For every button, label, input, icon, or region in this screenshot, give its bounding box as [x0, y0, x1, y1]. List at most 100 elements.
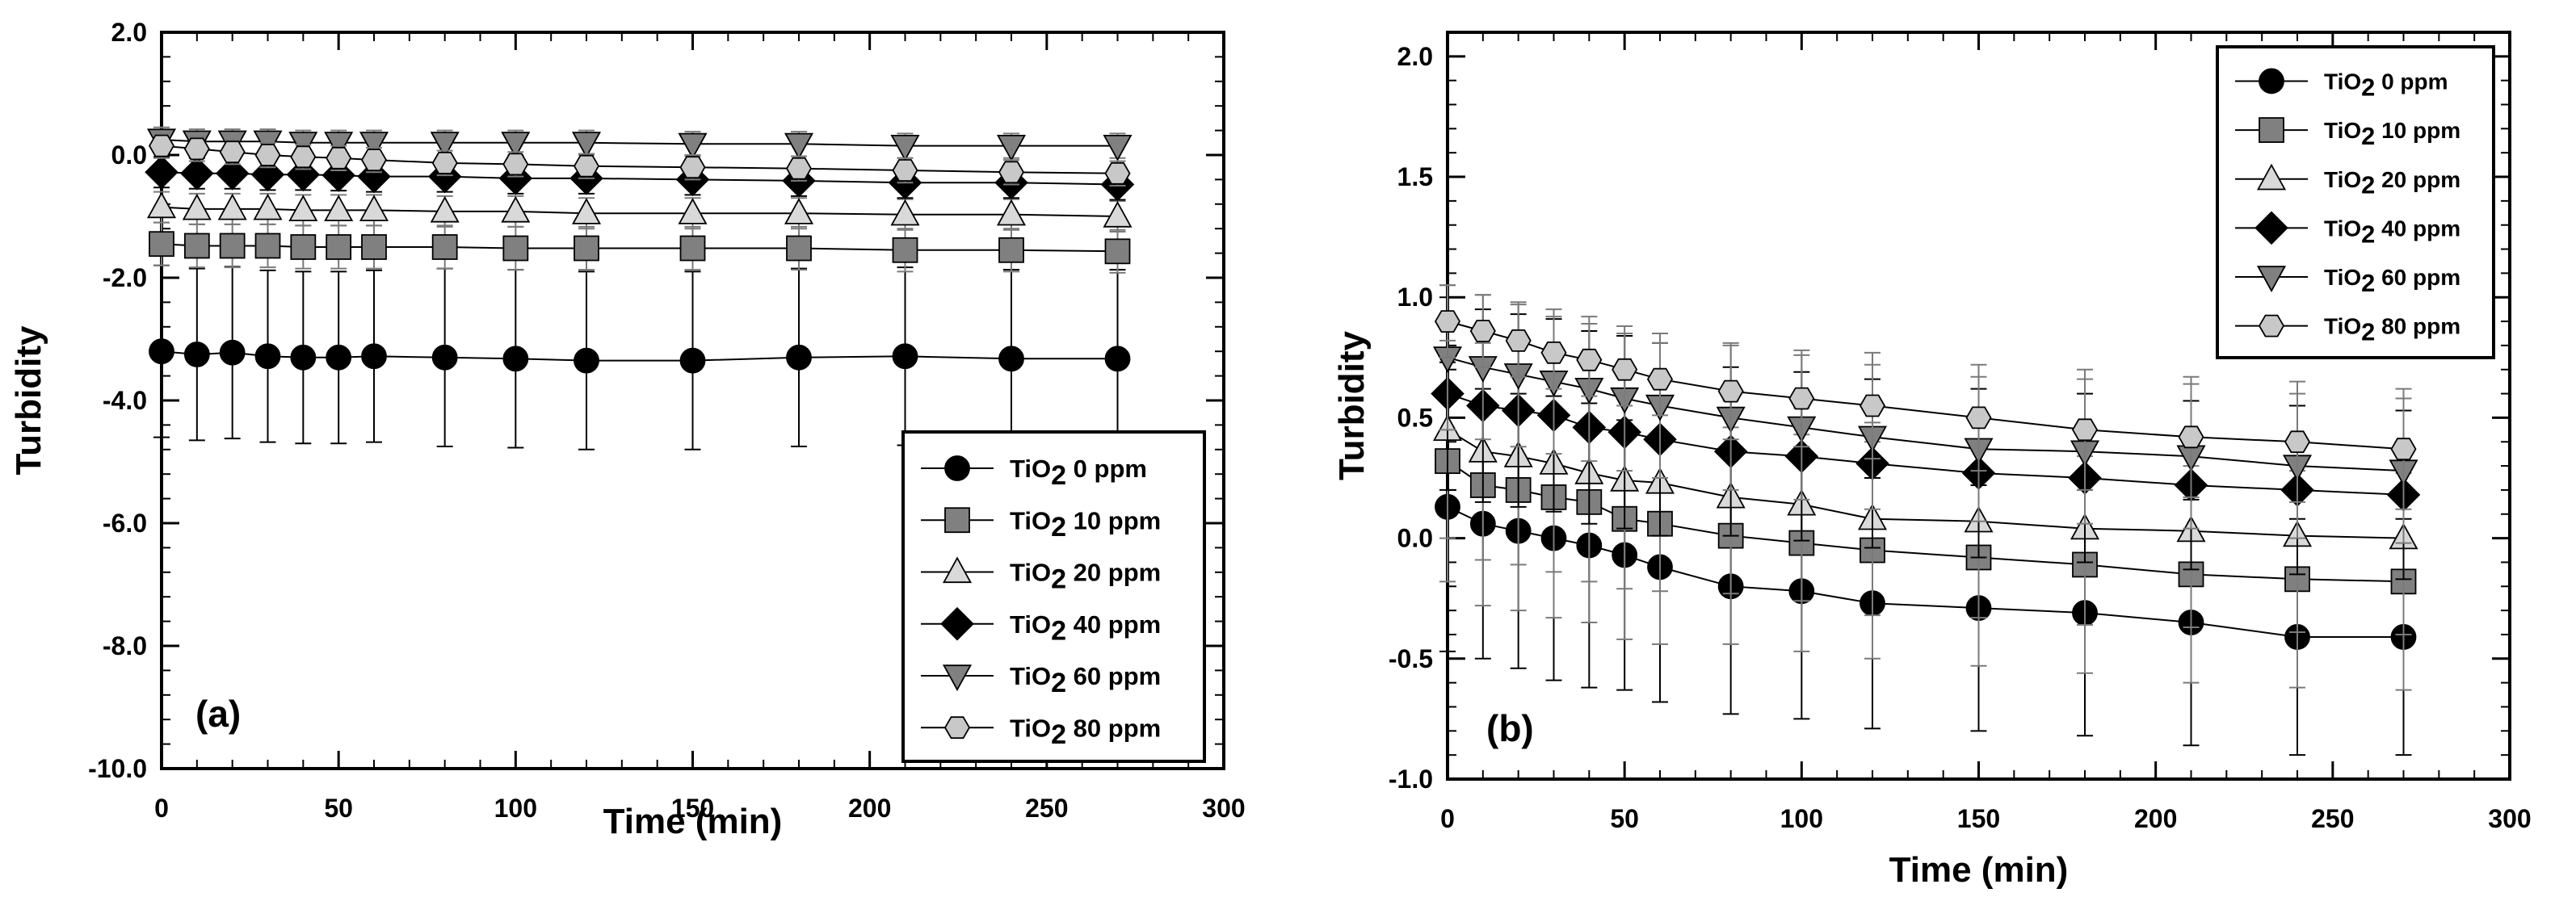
y-tick-label: -0.5	[1389, 644, 1433, 673]
legend-label: TiO2 20 ppm	[2324, 167, 2460, 199]
legend-label: TiO2 40 ppm	[1010, 610, 1161, 647]
data-point	[785, 157, 813, 180]
legend-label: TiO2 40 ppm	[2324, 216, 2460, 248]
data-point	[573, 154, 600, 178]
data-point	[678, 132, 708, 160]
legend-label-main: TiO	[2324, 167, 2361, 192]
legend-label-main: TiO	[2324, 69, 2361, 94]
x-tick-label: 50	[324, 794, 353, 823]
legend-marker	[942, 664, 973, 692]
legend-label-rest: 10 ppm	[2375, 118, 2460, 143]
x-tick-label: 300	[2488, 804, 2531, 833]
legend-label: TiO2 10 ppm	[1010, 506, 1161, 543]
data-point	[361, 343, 387, 370]
legend-label-main: TiO	[2324, 118, 2361, 143]
data-point	[679, 347, 706, 374]
legend-label-rest: 40 ppm	[1066, 610, 1161, 639]
legend-marker	[940, 606, 974, 641]
data-point	[2071, 418, 2099, 442]
legend-label-main: TiO	[2324, 265, 2361, 290]
x-tick-label: 250	[2311, 804, 2354, 833]
data-point	[2390, 438, 2417, 461]
y-tick-label: -10.0	[88, 754, 147, 783]
data-point	[430, 195, 460, 223]
legend-label-sub: 2	[1051, 719, 1066, 750]
legend-label-rest: 0 ppm	[2375, 69, 2448, 94]
data-point	[679, 156, 706, 179]
legend-marker	[2258, 314, 2285, 337]
data-point	[146, 191, 177, 219]
data-point	[253, 193, 283, 220]
y-tick-label: 2.0	[111, 18, 147, 47]
data-point	[574, 235, 599, 262]
legend-label-main: TiO	[1010, 662, 1051, 690]
data-point	[149, 231, 174, 258]
legend-marker	[2255, 211, 2288, 245]
x-tick-label: 0	[154, 794, 169, 823]
series-layer	[145, 126, 1135, 450]
legend-marker	[944, 455, 970, 481]
data-point	[182, 193, 212, 220]
y-tick-label: -2.0	[103, 263, 147, 292]
data-point	[786, 235, 812, 262]
x-tick-label: 200	[848, 794, 891, 823]
data-point	[571, 132, 602, 158]
data-point	[1965, 406, 1992, 430]
data-point	[1104, 238, 1131, 265]
y-tick-label: 1.0	[1397, 283, 1433, 312]
y-tick-label: 0.0	[1397, 524, 1433, 553]
data-point	[2178, 425, 2204, 449]
legend-label-sub: 2	[2361, 318, 2375, 346]
data-point	[324, 195, 354, 222]
legend-label-sub: 2	[1051, 668, 1066, 698]
data-point	[326, 234, 352, 260]
x-tick-label: 150	[671, 794, 714, 823]
y-tick-label: -4.0	[103, 386, 147, 415]
data-point	[998, 346, 1024, 372]
legend-label: TiO2 80 ppm	[1010, 714, 1161, 750]
x-tick-label: 150	[1957, 804, 2000, 833]
data-point	[360, 149, 388, 172]
legend-label-main: TiO	[1010, 714, 1051, 742]
legend-label: TiO2 20 ppm	[1010, 559, 1161, 595]
data-point	[290, 344, 317, 371]
legend-label-sub: 2	[2361, 269, 2375, 297]
legend-label-rest: 40 ppm	[2375, 216, 2460, 241]
panel-label: (a)	[195, 693, 241, 735]
data-point	[183, 233, 210, 259]
legend-label-sub: 2	[1051, 460, 1066, 491]
legend-label: TiO2 0 ppm	[1010, 455, 1147, 491]
data-point	[679, 235, 706, 262]
legend-marker	[2256, 163, 2287, 191]
data-point	[996, 199, 1027, 226]
x-axis-title: Time (min)	[1889, 850, 2069, 890]
data-point	[998, 161, 1025, 184]
legend-label-sub: 2	[2361, 73, 2375, 101]
legend-marker	[2259, 68, 2284, 94]
data-point	[217, 193, 247, 220]
series-5	[1434, 284, 2417, 510]
data-point	[502, 153, 529, 176]
data-point	[180, 157, 214, 191]
data-point	[361, 234, 387, 260]
legend-label-rest: 20 ppm	[1066, 559, 1161, 587]
legend-label-rest: 0 ppm	[1066, 455, 1147, 483]
data-point	[1104, 161, 1131, 185]
data-point	[501, 195, 531, 223]
series-5	[148, 132, 1131, 186]
y-tick-label: 1.5	[1397, 162, 1433, 191]
legend-box	[901, 430, 1206, 763]
data-point	[1717, 379, 1744, 403]
data-point	[1104, 346, 1131, 372]
data-point	[254, 144, 281, 166]
data-point	[431, 234, 458, 260]
data-point	[326, 146, 352, 170]
data-point	[1859, 394, 1886, 417]
data-point	[1103, 200, 1133, 228]
series-layer	[1431, 284, 2421, 756]
data-point	[431, 344, 458, 371]
legend-label-main: TiO	[2324, 216, 2361, 241]
